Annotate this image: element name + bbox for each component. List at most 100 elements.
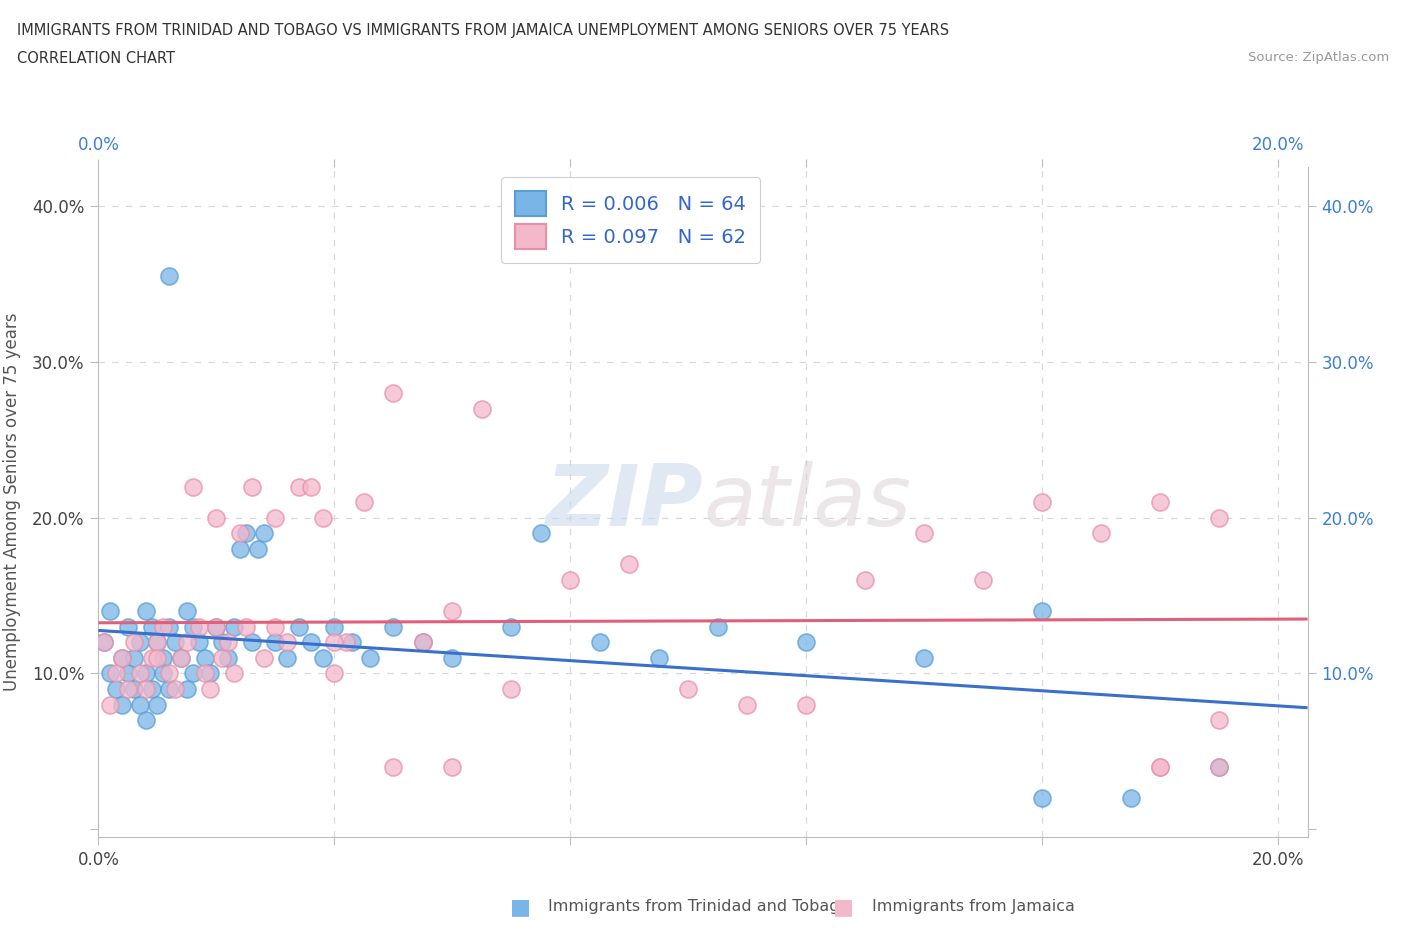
Point (706, 619, 728, 634)
Point (181, 666, 204, 681)
Point (264, 511, 287, 525)
Point (240, 635, 263, 650)
Point (200, 666, 222, 681)
Point (176, 604, 198, 618)
Point (412, 635, 434, 650)
Point (222, 666, 245, 681)
Point (311, 511, 333, 525)
Point (135, 682, 157, 697)
Point (276, 635, 298, 650)
Point (93, 635, 115, 650)
Point (194, 666, 217, 681)
Point (146, 698, 169, 712)
Y-axis label: Unemployment Among Seniors over 75 years: Unemployment Among Seniors over 75 years (3, 313, 21, 691)
Point (340, 635, 363, 650)
Point (211, 635, 233, 650)
Point (217, 650, 239, 665)
Point (165, 635, 187, 650)
Point (1031, 604, 1053, 618)
Point (288, 619, 311, 634)
Point (98, 666, 121, 681)
Point (105, 682, 128, 697)
Point (382, 760, 405, 775)
Point (146, 635, 169, 650)
Point (441, 650, 464, 665)
Point (135, 666, 157, 681)
Point (235, 525, 257, 540)
Point (205, 619, 228, 634)
Point (141, 650, 163, 665)
Point (141, 682, 163, 697)
Point (128, 635, 150, 650)
Point (187, 619, 209, 634)
Point (181, 479, 204, 494)
Point (165, 682, 187, 697)
Point (240, 479, 263, 494)
Point (648, 650, 671, 665)
Point (157, 682, 180, 697)
Point (111, 650, 134, 665)
Point (353, 495, 375, 510)
Point (187, 635, 209, 650)
Point (176, 682, 198, 697)
Point (111, 698, 134, 712)
Point (152, 650, 174, 665)
Point (441, 760, 464, 775)
Text: ZIP: ZIP (546, 460, 703, 544)
Point (530, 525, 553, 540)
Text: ■: ■ (510, 897, 530, 917)
Point (152, 619, 174, 634)
Point (299, 635, 322, 650)
Text: ■: ■ (834, 897, 853, 917)
Point (794, 635, 817, 650)
Point (157, 269, 180, 284)
Point (252, 525, 274, 540)
Point (619, 557, 641, 572)
Point (853, 573, 876, 588)
Point (117, 619, 139, 634)
Point (323, 666, 346, 681)
Point (122, 682, 145, 697)
Point (382, 619, 405, 634)
Point (176, 635, 198, 650)
Point (1119, 790, 1142, 805)
Point (276, 650, 298, 665)
Point (1031, 495, 1053, 510)
Text: IMMIGRANTS FROM TRINIDAD AND TOBAGO VS IMMIGRANTS FROM JAMAICA UNEMPLOYMENT AMON: IMMIGRANTS FROM TRINIDAD AND TOBAGO VS I… (17, 23, 949, 38)
Point (678, 682, 700, 697)
Point (359, 650, 381, 665)
Point (141, 619, 163, 634)
Point (501, 682, 523, 697)
Point (382, 386, 405, 401)
Text: Immigrants from Jamaica: Immigrants from Jamaica (872, 899, 1074, 914)
Point (252, 650, 274, 665)
Point (157, 619, 180, 634)
Point (441, 604, 464, 618)
Point (1149, 495, 1171, 510)
Point (194, 650, 217, 665)
Point (335, 635, 357, 650)
Point (128, 666, 150, 681)
Point (146, 635, 169, 650)
Point (205, 511, 228, 525)
Text: atlas: atlas (703, 460, 911, 544)
Point (117, 666, 139, 681)
Point (735, 698, 758, 712)
Point (501, 619, 523, 634)
Point (412, 635, 434, 650)
Point (246, 541, 269, 556)
Point (122, 635, 145, 650)
Point (235, 619, 257, 634)
Point (972, 573, 994, 588)
Point (288, 479, 311, 494)
Point (217, 635, 239, 650)
Point (229, 525, 252, 540)
Point (1208, 760, 1230, 775)
Point (560, 573, 582, 588)
Point (181, 619, 204, 634)
Point (794, 698, 817, 712)
Point (117, 682, 139, 697)
Point (311, 650, 333, 665)
Point (1090, 525, 1112, 540)
Text: Source: ZipAtlas.com: Source: ZipAtlas.com (1249, 51, 1389, 64)
